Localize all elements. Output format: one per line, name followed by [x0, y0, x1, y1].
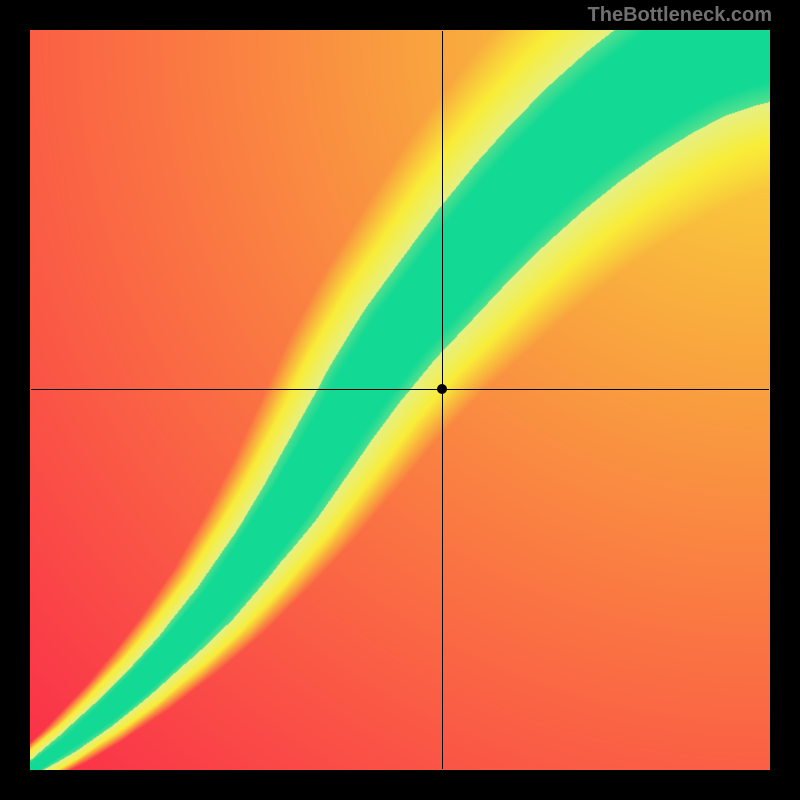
- crosshair-vertical: [442, 31, 443, 769]
- crosshair-horizontal: [31, 389, 769, 390]
- heatmap-canvas: [30, 30, 770, 770]
- crosshair-marker: [437, 384, 447, 394]
- watermark-text: TheBottleneck.com: [588, 4, 772, 27]
- heatmap-chart: [30, 30, 770, 770]
- chart-container: TheBottleneck.com: [0, 0, 800, 800]
